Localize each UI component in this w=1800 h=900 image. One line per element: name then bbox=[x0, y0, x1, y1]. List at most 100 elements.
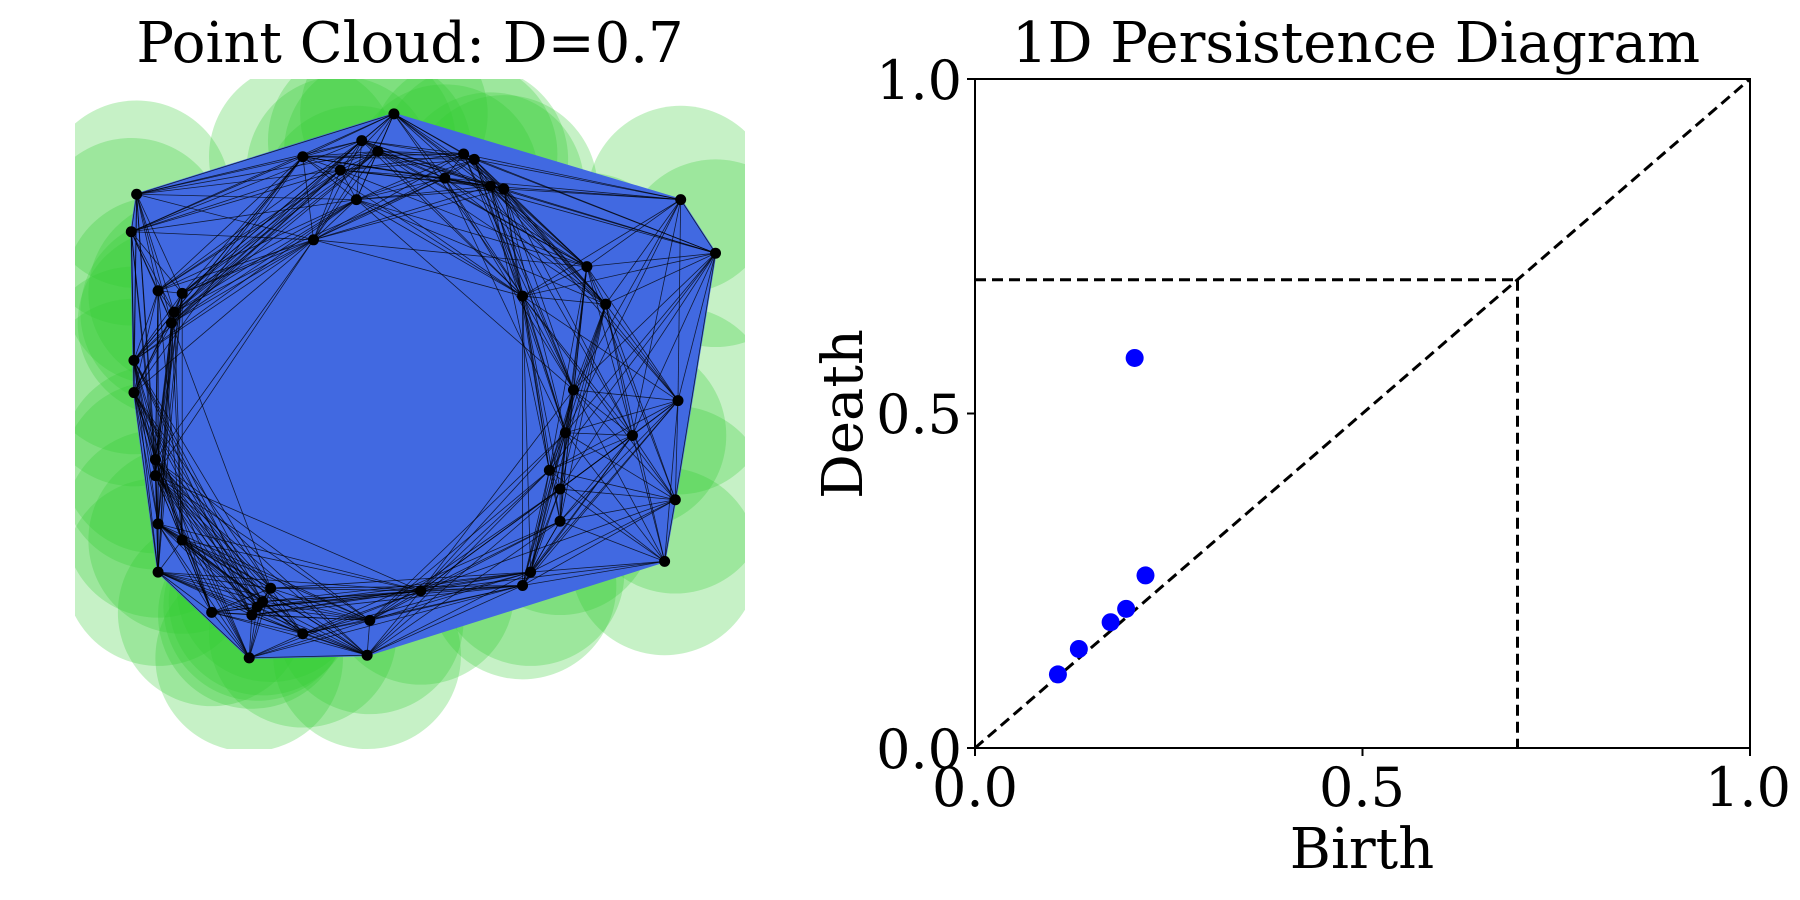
cloud-point-12 bbox=[125, 226, 137, 238]
edge-37-46 bbox=[549, 252, 716, 471]
edge-34-50 bbox=[420, 561, 665, 592]
edge-21-28 bbox=[155, 475, 253, 616]
edge-2-12 bbox=[131, 156, 303, 233]
edge-36-37 bbox=[530, 470, 550, 573]
cloud-point-28 bbox=[246, 609, 258, 621]
edge-19-26 bbox=[133, 392, 271, 589]
edge-3-13 bbox=[313, 151, 379, 241]
edge-13-21 bbox=[155, 239, 314, 476]
edge-12-13 bbox=[131, 231, 314, 241]
edge-23-33 bbox=[181, 539, 368, 656]
edge-37-49 bbox=[549, 469, 676, 501]
persistence-point-3 bbox=[1117, 599, 1136, 618]
edge-47-49 bbox=[674, 400, 679, 500]
edge-28-35 bbox=[251, 585, 523, 616]
edge-41-42 bbox=[573, 266, 588, 390]
edge-25-26 bbox=[211, 587, 271, 613]
edge-13-19 bbox=[133, 239, 314, 393]
cloud-point-43 bbox=[600, 298, 612, 310]
edge-1-11 bbox=[136, 140, 362, 195]
edge-4-9 bbox=[340, 169, 445, 179]
cloud-point-1 bbox=[356, 135, 368, 147]
edge-12-16 bbox=[130, 231, 175, 313]
edge-7-10 bbox=[356, 185, 491, 200]
edge-13-16 bbox=[173, 239, 314, 313]
edge-10-13 bbox=[313, 199, 357, 241]
edge-10-15 bbox=[182, 199, 357, 294]
edge-0-8 bbox=[393, 113, 505, 190]
edge-41-50 bbox=[573, 389, 665, 562]
edge-10-17 bbox=[171, 199, 357, 324]
edge-37-42 bbox=[548, 266, 588, 471]
edge-18-26 bbox=[133, 360, 271, 589]
edge-4-6 bbox=[340, 159, 475, 171]
edge-14-18 bbox=[133, 290, 159, 361]
edge-23-28 bbox=[181, 539, 253, 616]
edge-32-40 bbox=[369, 432, 566, 621]
cloud-point-20 bbox=[149, 454, 161, 466]
cloud-point-4 bbox=[334, 164, 346, 176]
cloud-point-30 bbox=[243, 652, 255, 664]
edge-40-48 bbox=[565, 432, 633, 436]
cloud-point-38 bbox=[554, 483, 566, 495]
edge-5-45 bbox=[463, 153, 681, 200]
cloud-point-46 bbox=[710, 247, 722, 259]
edge-9-42 bbox=[444, 177, 588, 267]
x-axis-label: Birth bbox=[1290, 817, 1434, 882]
edge-44-48 bbox=[522, 295, 633, 436]
edge-1-4 bbox=[339, 140, 363, 171]
edge-33-34 bbox=[366, 590, 422, 656]
edge-1-12 bbox=[131, 140, 362, 233]
edge-3-44 bbox=[377, 151, 523, 297]
edge-1-8 bbox=[361, 140, 504, 190]
cloud-point-26 bbox=[265, 582, 277, 594]
edge-34-39 bbox=[420, 520, 561, 592]
edge-32-33 bbox=[366, 620, 371, 656]
edge-43-44 bbox=[522, 295, 606, 305]
edge-33-37 bbox=[366, 469, 550, 656]
edge-4-15 bbox=[181, 169, 341, 294]
edge-23-30 bbox=[181, 539, 250, 659]
cloud-point-6 bbox=[468, 153, 480, 165]
edge-2-17 bbox=[171, 156, 304, 324]
cloud-point-10 bbox=[350, 194, 362, 206]
edge-43-48 bbox=[605, 304, 633, 436]
edge-3-11 bbox=[136, 150, 378, 195]
edge-10-12 bbox=[131, 199, 357, 233]
edge-9-43 bbox=[444, 177, 606, 305]
cloud-point-36 bbox=[525, 566, 537, 578]
edge-17-18 bbox=[133, 322, 172, 361]
edge-10-11 bbox=[136, 193, 357, 200]
edge-24-32 bbox=[157, 571, 370, 621]
edge-35-49 bbox=[522, 499, 676, 586]
edge-37-40 bbox=[548, 432, 566, 471]
edge-34-41 bbox=[420, 389, 574, 592]
edge-9-40 bbox=[444, 177, 566, 433]
cloud-point-7 bbox=[484, 180, 496, 192]
edge-10-41 bbox=[356, 199, 574, 391]
edge-34-40 bbox=[420, 432, 566, 592]
edge-2-44 bbox=[302, 156, 523, 297]
edge-7-44 bbox=[490, 186, 523, 297]
edge-34-35 bbox=[420, 585, 523, 592]
edge-31-34 bbox=[302, 590, 421, 635]
edge-0-11 bbox=[136, 113, 395, 195]
edge-35-41 bbox=[522, 389, 574, 586]
edge-5-43 bbox=[463, 153, 606, 305]
edge-45-46 bbox=[680, 199, 716, 254]
edge-1-5 bbox=[361, 140, 464, 155]
edge-2-11 bbox=[136, 156, 303, 195]
edge-41-43 bbox=[573, 303, 607, 391]
edge-11-12 bbox=[130, 194, 138, 232]
edge-5-7 bbox=[463, 153, 491, 187]
edge-18-29 bbox=[133, 360, 258, 608]
edge-45-48 bbox=[632, 199, 682, 436]
edge-13-20 bbox=[155, 239, 314, 460]
cloud-point-11 bbox=[131, 188, 143, 200]
edge-23-24 bbox=[157, 539, 183, 573]
reference-lines bbox=[974, 77, 1751, 750]
edge-13-42 bbox=[313, 239, 587, 267]
edge-12-15 bbox=[130, 231, 183, 294]
edge-34-49 bbox=[420, 499, 676, 592]
edge-22-34 bbox=[157, 523, 421, 592]
